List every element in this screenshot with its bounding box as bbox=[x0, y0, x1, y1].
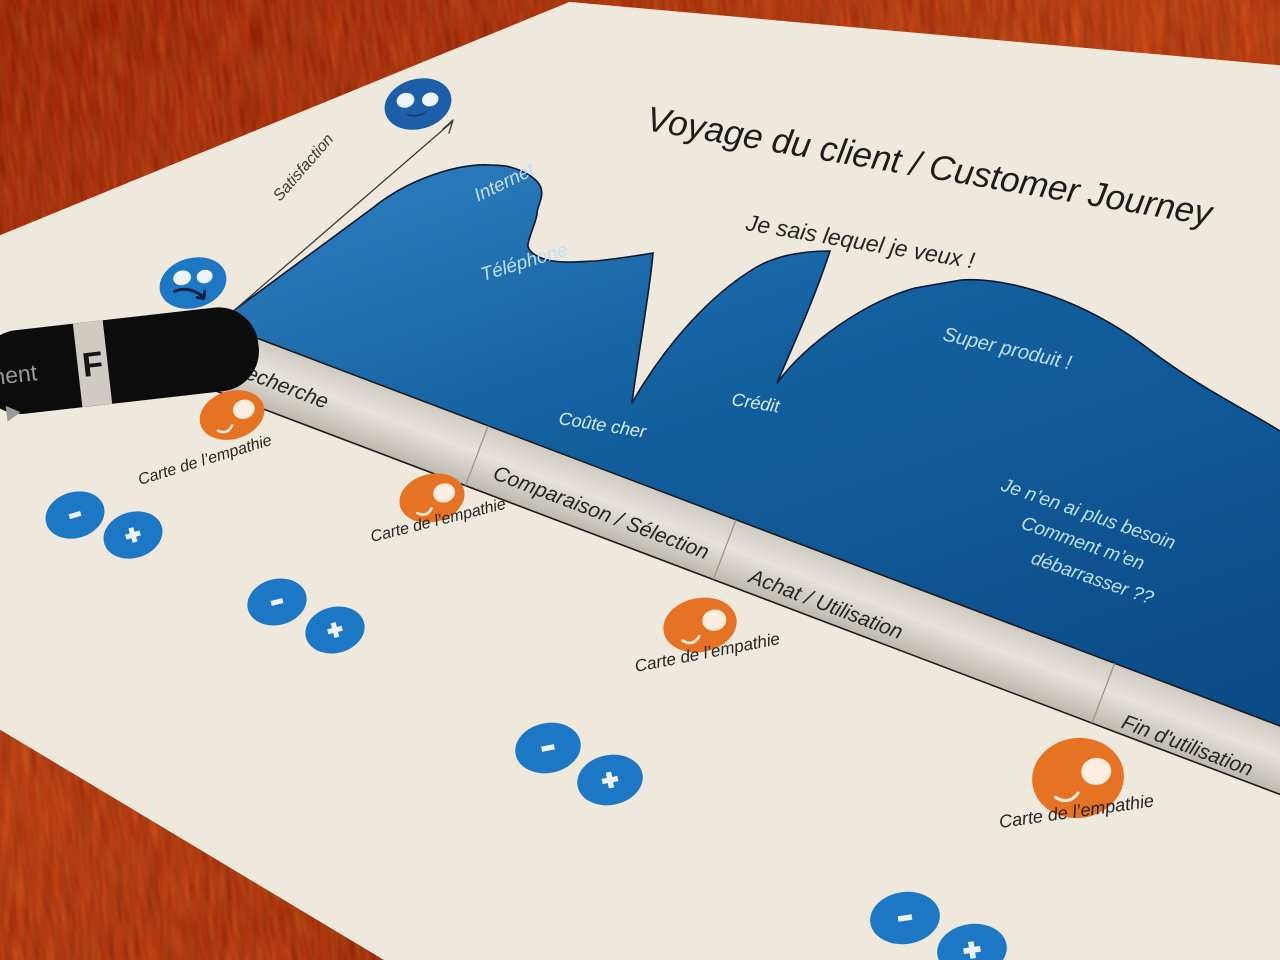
svg-text:F: F bbox=[80, 345, 105, 385]
svg-text:Satisfaction: Satisfaction bbox=[270, 131, 337, 205]
svg-text:Voyage du client / Customer Jo: Voyage du client / Customer Journey bbox=[644, 99, 1218, 233]
svg-text:nent: nent bbox=[0, 359, 39, 390]
